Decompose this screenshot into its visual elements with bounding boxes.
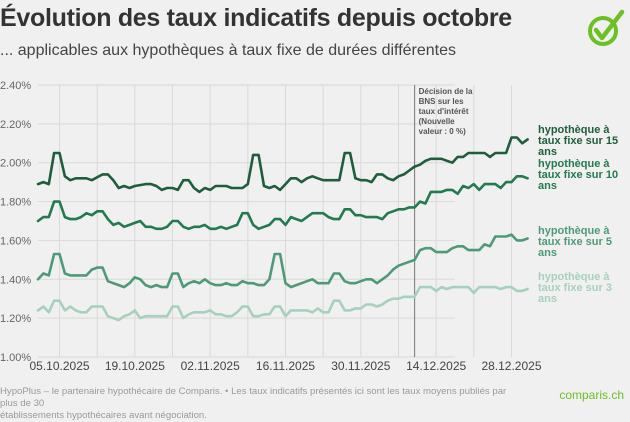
- series-line: [36, 136, 529, 194]
- footer-note-line1: HypoPlus – le partenaire hypothécaire de…: [0, 386, 507, 409]
- x-tick-label: 14.12.2025: [406, 359, 466, 373]
- chart-subtitle: ... applicables aux hypothèques à taux f…: [0, 42, 457, 59]
- line-chart: 1.00% 1.20% 1.40% 1.60% 1.80% 2.00% 2.20% 2.40%…: [0, 80, 618, 373]
- y-tick-label: 2.20%: [0, 119, 31, 131]
- check-circle-icon: [588, 9, 625, 46]
- x-tick-label: 30.11.2025: [331, 359, 390, 373]
- x-tick-label: 28.12.2025: [481, 359, 541, 373]
- series-label: hypothèque à taux fixe sur 5 ans: [538, 225, 612, 259]
- y-axis-ticks: 1.00% 1.20% 1.40% 1.60% 1.80% 2.00% 2.20% 2.40%: [0, 80, 31, 364]
- x-tick-label: 05.10.2025: [29, 359, 89, 373]
- series-lines: [36, 136, 529, 322]
- x-tick-label: 02.11.2025: [181, 359, 240, 373]
- series-label: hypothèque à taux fixe sur 3 ans: [538, 271, 612, 305]
- bns-annotation: Décision de la BNS sur les taux d'intérêt(…: [419, 87, 473, 136]
- y-tick-label: 2.40%: [0, 80, 31, 92]
- series-label: hypothèque à taux fixe sur 10 ans: [538, 158, 618, 192]
- y-tick-label: 1.40%: [0, 274, 31, 286]
- chart-title: Évolution des taux indicatifs depuis oct…: [0, 4, 512, 32]
- series-label: hypothèque à taux fixe sur 15 ans: [538, 124, 618, 158]
- comparis-logo[interactable]: comparis.ch: [559, 388, 624, 402]
- y-tick-label: 2.00%: [0, 158, 31, 170]
- series-line: [36, 285, 529, 322]
- horizontal-gridlines: [38, 84, 455, 358]
- series-line: [36, 175, 529, 231]
- y-tick-label: 1.80%: [0, 197, 31, 209]
- vertical-gridlines: [59, 85, 512, 357]
- footer-note: HypoPlus – le partenaire hypothécaire de…: [0, 386, 520, 422]
- y-tick-label: 1.00%: [0, 352, 31, 364]
- x-axis-ticks: 05.10.2025 19.10.2025 02.11.2025 16.11.2025…: [29, 359, 541, 373]
- y-tick-label: 1.60%: [0, 235, 31, 247]
- x-tick-label: 16.11.2025: [256, 359, 315, 373]
- series-labels: hypothèque à taux fixe sur 15 anshypothèqu…: [538, 124, 618, 305]
- y-tick-label: 1.20%: [0, 313, 31, 325]
- series-line: [36, 233, 529, 289]
- x-tick-label: 19.10.2025: [105, 359, 165, 373]
